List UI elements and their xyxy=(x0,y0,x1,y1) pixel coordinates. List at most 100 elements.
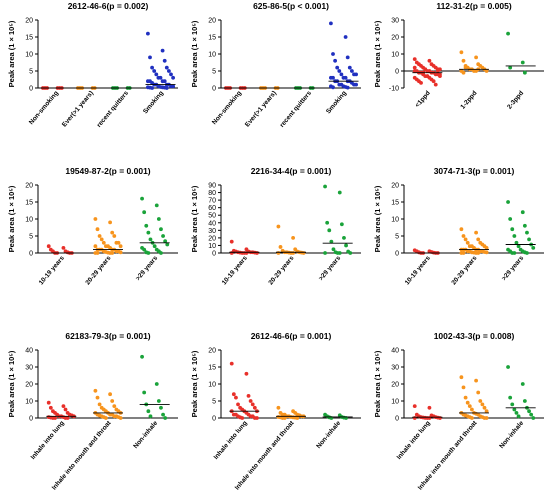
data-point xyxy=(142,210,147,215)
data-point xyxy=(531,246,536,250)
data-point xyxy=(337,190,342,195)
data-point xyxy=(347,65,352,70)
x-tick-label: Non-smoking xyxy=(28,90,60,126)
data-point xyxy=(476,251,481,255)
x-tick-label: Non-inhale xyxy=(498,419,525,450)
data-point xyxy=(110,399,115,403)
y-tick-label: 0 xyxy=(29,251,33,258)
data-point xyxy=(522,399,527,403)
data-point xyxy=(520,382,525,386)
x-tick-label: recent quitters xyxy=(279,89,314,128)
data-point xyxy=(252,405,257,410)
compound-id: 2612-46-6 xyxy=(68,1,107,11)
data-point xyxy=(278,245,283,249)
y-tick-label: 90 xyxy=(208,183,216,190)
data-point xyxy=(337,251,342,255)
data-point xyxy=(63,407,68,412)
data-point xyxy=(525,230,529,235)
data-point xyxy=(159,227,163,232)
y-tick-label: 20 xyxy=(208,235,216,242)
y-tick-label: 10 xyxy=(391,217,399,224)
data-point xyxy=(431,79,436,84)
y-tick-label: 20 xyxy=(391,183,399,190)
data-point xyxy=(512,234,517,238)
y-tick-label: 10 xyxy=(208,382,216,389)
y-tick-label: 20 xyxy=(208,348,216,355)
data-point xyxy=(255,251,259,255)
data-point xyxy=(144,223,149,228)
data-point xyxy=(345,85,350,90)
data-point xyxy=(482,405,487,410)
x-tick-label: Inhale into lung xyxy=(396,420,432,461)
data-point xyxy=(427,416,432,420)
y-tick-label: 0 xyxy=(29,416,33,423)
data-point xyxy=(331,85,335,90)
data-point xyxy=(65,416,70,420)
data-point xyxy=(470,416,474,420)
y-axis-label: Peak area (1 × 10⁵) xyxy=(7,350,16,417)
panel: 62183-79-3(p = 0.001) Peak area (1 × 10⁵)… xyxy=(7,331,178,492)
data-point xyxy=(323,251,327,255)
data-point xyxy=(291,251,295,255)
x-tick-label: Non-inhale xyxy=(132,419,159,450)
data-point xyxy=(484,246,489,250)
y-tick-label: 0 xyxy=(395,69,399,76)
data-point xyxy=(344,243,348,248)
data-point xyxy=(171,75,176,80)
y-axis-label: Peak area (1 × 10⁵) xyxy=(7,185,16,252)
y-tick-label: 20 xyxy=(25,183,33,190)
data-point xyxy=(164,65,169,70)
compound-id: 3074-71-3 xyxy=(434,166,473,176)
compound-id: 19549-87-2 xyxy=(65,166,109,176)
data-point xyxy=(159,251,163,255)
data-point xyxy=(110,251,115,255)
data-point xyxy=(343,75,348,80)
y-tick-label: 5 xyxy=(29,69,33,76)
y-tick-label: 70 xyxy=(208,198,216,205)
y-axis-label: Peak area (1 × 10⁵) xyxy=(190,350,199,417)
data-point xyxy=(412,65,417,70)
data-point xyxy=(438,72,442,77)
data-point xyxy=(276,251,281,255)
data-point xyxy=(484,250,489,255)
y-tick-label: 20 xyxy=(391,35,399,42)
data-point xyxy=(291,235,295,240)
data-point xyxy=(461,385,466,390)
data-point xyxy=(423,67,428,72)
data-point xyxy=(335,65,340,70)
p-value: (p = 0.008) xyxy=(472,331,514,341)
data-point xyxy=(164,86,169,90)
p-value: (p = 0.001) xyxy=(289,166,331,176)
y-tick-label: 5 xyxy=(212,399,216,406)
data-point xyxy=(301,251,306,255)
p-value: (p = 0.001) xyxy=(289,331,331,341)
data-point xyxy=(331,247,336,252)
data-point xyxy=(112,404,117,408)
y-axis-label: Peak area (1 × 10⁵) xyxy=(373,350,382,417)
x-tick-label: 20-29 years xyxy=(84,254,112,286)
y-tick-label: 30 xyxy=(25,365,33,372)
y-tick-label: 0 xyxy=(395,251,399,258)
x-tick-label: Smoking xyxy=(325,90,348,116)
data-point xyxy=(276,405,281,410)
data-point xyxy=(231,392,236,397)
data-point xyxy=(343,35,348,39)
data-point xyxy=(508,217,513,221)
panel-title: 112-31-2(p = 0.005) xyxy=(436,1,512,11)
data-point xyxy=(154,382,159,386)
data-point xyxy=(295,416,300,420)
x-tick-label: Non-inhale xyxy=(315,419,342,450)
data-point xyxy=(331,75,335,80)
data-point xyxy=(339,72,344,77)
data-point xyxy=(520,210,525,215)
y-tick-label: 15 xyxy=(391,200,399,207)
data-point xyxy=(516,244,521,249)
y-tick-label: -10 xyxy=(389,86,399,93)
y-tick-label: 20 xyxy=(391,382,399,389)
data-point xyxy=(140,354,144,359)
data-point xyxy=(525,251,529,255)
x-tick-label: Ever(>1 years) xyxy=(244,90,278,129)
x-tick-label: Inhale into lung xyxy=(30,420,66,461)
panel-title: 2612-46-6(p = 0.001) xyxy=(251,331,332,341)
